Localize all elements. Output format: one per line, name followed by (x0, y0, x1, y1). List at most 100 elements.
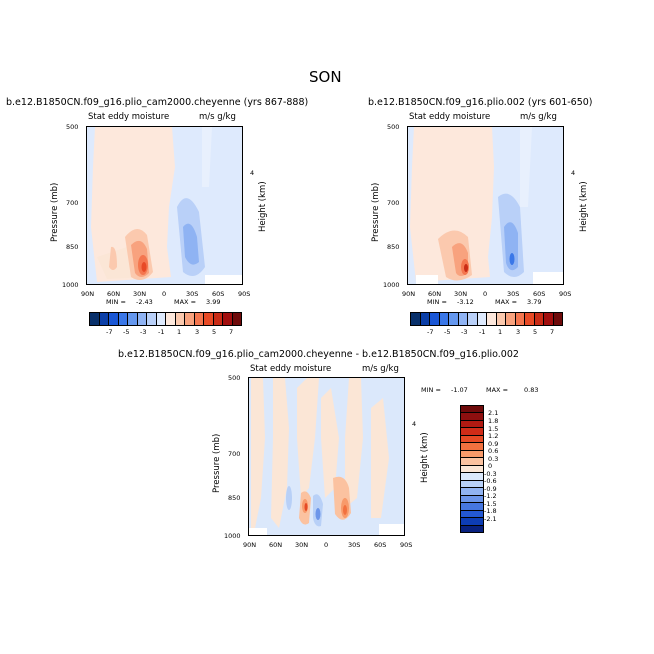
panel2-colorbar-tick: 1 (498, 328, 503, 336)
panel1-title: b.e12.B1850CN.f09_g16.plio_cam2000.cheye… (6, 97, 309, 108)
panel3-ytick: 850 (228, 494, 241, 502)
panel1-max-label: MAX = (174, 298, 197, 306)
panel3-colorbar-tick: 0.6 (488, 447, 499, 455)
panel1-plot-area (86, 126, 243, 285)
panel3-colorbar-tick: 0.3 (488, 455, 499, 463)
panel2-ylabel-right: Height (km) (579, 181, 589, 232)
panel3-colorbar-tick: -0.9 (484, 485, 497, 493)
colorbar-swatch (118, 313, 128, 325)
panel2-units-label: m/s g/kg (520, 112, 557, 122)
panel1-ytick: 1000 (62, 281, 79, 289)
panel1-xtick: 60N (107, 290, 121, 298)
panel1-right-tick: 4 (250, 169, 255, 177)
panel1-colorbar-tick: 3 (195, 328, 200, 336)
colorbar-swatch (461, 406, 483, 414)
colorbar-swatch (461, 458, 483, 466)
colorbar-swatch (461, 435, 483, 444)
panel2-colorbar-tick: 7 (550, 328, 555, 336)
colorbar-swatch (223, 313, 233, 325)
panel3-xtick: 30S (348, 541, 361, 549)
panel2-xtick: 60N (428, 290, 442, 298)
panel1-xtick: 30S (186, 290, 199, 298)
colorbar-swatch (525, 313, 535, 325)
colorbar-swatch (506, 313, 516, 325)
panel2-colorbar-tick: 5 (533, 328, 538, 336)
panel2-xtick: 30S (507, 290, 520, 298)
colorbar-swatch (430, 313, 440, 325)
colorbar-swatch (449, 313, 459, 325)
colorbar-swatch (461, 473, 483, 481)
panel2-xtick: 60S (533, 290, 546, 298)
colorbar-swatch (461, 450, 483, 459)
panel3-colorbar-tick: 2.1 (488, 409, 499, 417)
panel3-variable-label: Stat eddy moisture (250, 364, 332, 374)
panel3-ylabel: Pressure (mb) (212, 433, 222, 493)
colorbar-swatch (515, 313, 525, 325)
panel2-ylabel: Pressure (mb) (371, 182, 381, 242)
panel2-colorbar (410, 312, 563, 326)
colorbar-swatch (213, 313, 223, 325)
panel3-ytick: 500 (228, 374, 241, 382)
colorbar-swatch (411, 313, 421, 325)
panel1-ylabel-right: Height (km) (258, 181, 268, 232)
panel3-colorbar-tick: 0.9 (488, 440, 499, 448)
panel2-xtick: 30N (454, 290, 468, 298)
panel3-colorbar-tick: -1.2 (484, 492, 497, 500)
colorbar-swatch (156, 313, 166, 325)
panel3-xtick: 90S (400, 541, 413, 549)
colorbar-swatch (232, 313, 241, 325)
colorbar-swatch (166, 313, 176, 325)
panel3-max-label: MAX = (486, 386, 509, 394)
colorbar-swatch (468, 313, 478, 325)
colorbar-swatch (461, 465, 483, 474)
colorbar-swatch (99, 313, 109, 325)
panel3-xtick: 60N (269, 541, 283, 549)
panel1-colorbar-tick: -7 (106, 328, 113, 336)
panel2-xtick: 90S (559, 290, 572, 298)
panel3-colorbar-tick: -0.3 (484, 470, 497, 478)
panel2-colorbar-tick: -3 (461, 328, 468, 336)
panel2-colorbar-tick: -5 (444, 328, 451, 336)
panel1-xtick: 60S (212, 290, 225, 298)
colorbar-swatch (204, 313, 214, 325)
colorbar-swatch (553, 313, 562, 325)
panel3-ytick: 1000 (224, 532, 241, 540)
panel1-colorbar-tick: 7 (229, 328, 234, 336)
panel2-right-tick: 4 (571, 169, 576, 177)
panel3-units-label: m/s g/kg (362, 364, 399, 374)
panel3-min-label: MIN = (421, 386, 441, 394)
panel1-ylabel: Pressure (mb) (50, 182, 60, 242)
colorbar-swatch (128, 313, 138, 325)
panel2-ytick: 850 (387, 243, 400, 251)
panel2-ytick: 700 (387, 199, 400, 207)
colorbar-swatch (461, 420, 483, 429)
panel2-plot-area (407, 126, 564, 285)
panel1-colorbar-tick: -1 (158, 328, 165, 336)
panel1-xtick: 90S (238, 290, 251, 298)
colorbar-swatch (458, 313, 468, 325)
panel3-ylabel-right: Height (km) (420, 432, 430, 483)
panel1-xtick: 30N (133, 290, 147, 298)
panel2-max-value: 3.79 (527, 298, 542, 306)
panel2-title: b.e12.B1850CN.f09_g16.plio.002 (yrs 601-… (368, 97, 593, 108)
colorbar-swatch (147, 313, 157, 325)
panel1-ytick: 700 (66, 199, 79, 207)
panel3-xtick: 60S (374, 541, 387, 549)
panel1-colorbar-tick: 1 (177, 328, 182, 336)
colorbar-swatch (477, 313, 487, 325)
panel3-colorbar-tick: 1.8 (488, 417, 499, 425)
colorbar-swatch (487, 313, 497, 325)
colorbar-swatch (137, 313, 147, 325)
panel1-ytick: 500 (66, 123, 79, 131)
panel3-colorbar-tick: 1.2 (488, 432, 499, 440)
colorbar-swatch (420, 313, 430, 325)
panel3-plot-area (248, 377, 405, 536)
colorbar-swatch (461, 495, 483, 504)
panel3-contour (249, 378, 404, 535)
colorbar-swatch (534, 313, 544, 325)
colorbar-swatch (461, 480, 483, 489)
colorbar-swatch (185, 313, 195, 325)
panel2-max-label: MAX = (495, 298, 518, 306)
panel3-right-tick: 4 (412, 420, 417, 428)
panel1-ytick: 850 (66, 243, 79, 251)
